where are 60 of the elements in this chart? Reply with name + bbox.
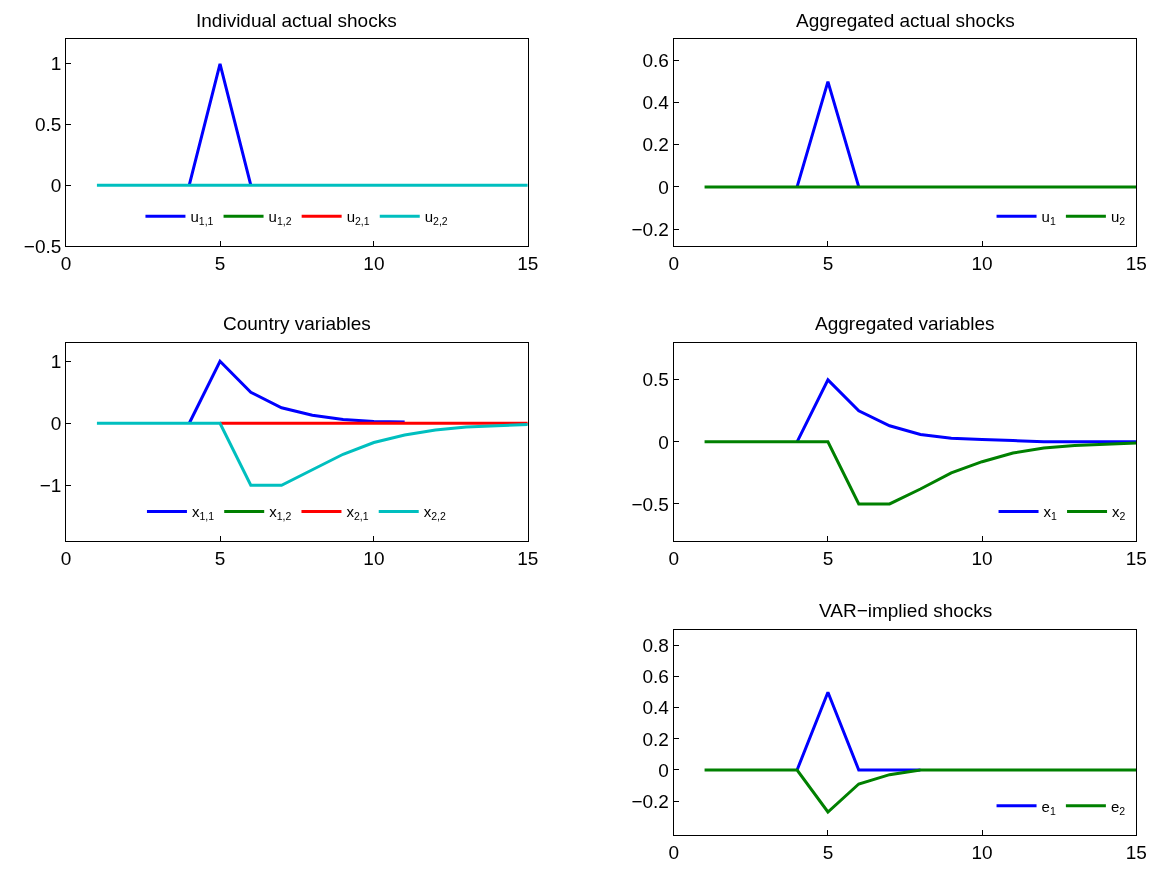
x-tick-label: 15 (1125, 547, 1147, 569)
y-tick-label: 0.5 (34, 114, 62, 136)
y-tick-label: 0.5 (642, 369, 669, 391)
y-tick-label: 0.4 (642, 92, 670, 114)
chart-title: Aggregated actual shocks (796, 10, 1015, 31)
legend-label: u$_{1,1}$ (190, 208, 214, 228)
x-tick-label: 15 (1125, 252, 1147, 274)
legend-label: x$_{1}$ (1043, 503, 1058, 523)
x-tick-label: 5 (822, 547, 834, 569)
line-series (703, 768, 1137, 814)
legend-label: x$_{1,1}$ (191, 503, 215, 523)
chart-title: VAR−implied shocks (819, 600, 993, 621)
legend-label: x$_{2,1}$ (346, 503, 369, 523)
legend-label: x$_{2}$ (1112, 503, 1126, 523)
x-tick-label: 10 (363, 252, 385, 274)
y-tick-label: 0.2 (642, 134, 669, 156)
line-series (95, 421, 528, 487)
y-tick-label: 1 (50, 350, 62, 372)
chart-title: Individual actual shocks (196, 10, 397, 31)
x-tick-label: 5 (822, 842, 834, 864)
x-tick-label: 5 (214, 252, 226, 274)
y-tick-label: −0.2 (631, 790, 669, 812)
x-tick-label: 15 (517, 252, 539, 274)
line-series (187, 359, 407, 425)
legend-label: x$_{1,2}$ (269, 503, 292, 523)
y-tick-label: −0.5 (23, 235, 62, 257)
y-tick-label: 0 (658, 759, 669, 781)
x-tick-label: 10 (971, 252, 993, 274)
x-tick-label: 5 (214, 547, 226, 569)
legend-label: u$_{2,2}$ (424, 208, 448, 228)
y-tick-label: 0.6 (642, 50, 669, 72)
legend-label: u$_{1}$ (1041, 208, 1056, 228)
legend-label: u$_{2}$ (1110, 208, 1126, 228)
x-tick-label: 5 (822, 252, 834, 274)
y-tick-label: 0 (50, 412, 62, 434)
y-tick-label: 0 (50, 174, 62, 196)
y-tick-label: 0 (658, 176, 669, 198)
y-tick-label: 0.4 (642, 697, 670, 719)
legend-label: u$_{2,1}$ (346, 208, 370, 228)
x-tick-label: 10 (971, 547, 993, 569)
y-tick-label: −0.2 (631, 218, 669, 240)
legend-label: e$_{1}$ (1041, 797, 1056, 817)
y-tick-label: 0.8 (642, 635, 669, 657)
x-tick-label: 15 (1125, 842, 1147, 864)
legend-label: x$_{2,2}$ (423, 503, 446, 523)
x-tick-label: 15 (517, 547, 539, 569)
y-tick-label: 0 (658, 431, 669, 453)
legend-label: u$_{1,2}$ (268, 208, 292, 228)
line-series (795, 378, 1137, 444)
y-tick-label: −1 (39, 474, 62, 496)
y-tick-label: −0.5 (631, 493, 669, 515)
chart-title: Country variables (223, 313, 371, 334)
x-tick-label: 10 (363, 547, 385, 569)
line-series (703, 440, 1137, 506)
y-tick-label: 1 (50, 53, 62, 75)
y-tick-label: 0.6 (642, 666, 669, 688)
y-tick-label: 0.2 (642, 728, 669, 750)
x-tick-label: 10 (971, 842, 993, 864)
chart-title: Aggregated variables (815, 313, 995, 334)
legend-label: e$_{2}$ (1110, 797, 1126, 817)
